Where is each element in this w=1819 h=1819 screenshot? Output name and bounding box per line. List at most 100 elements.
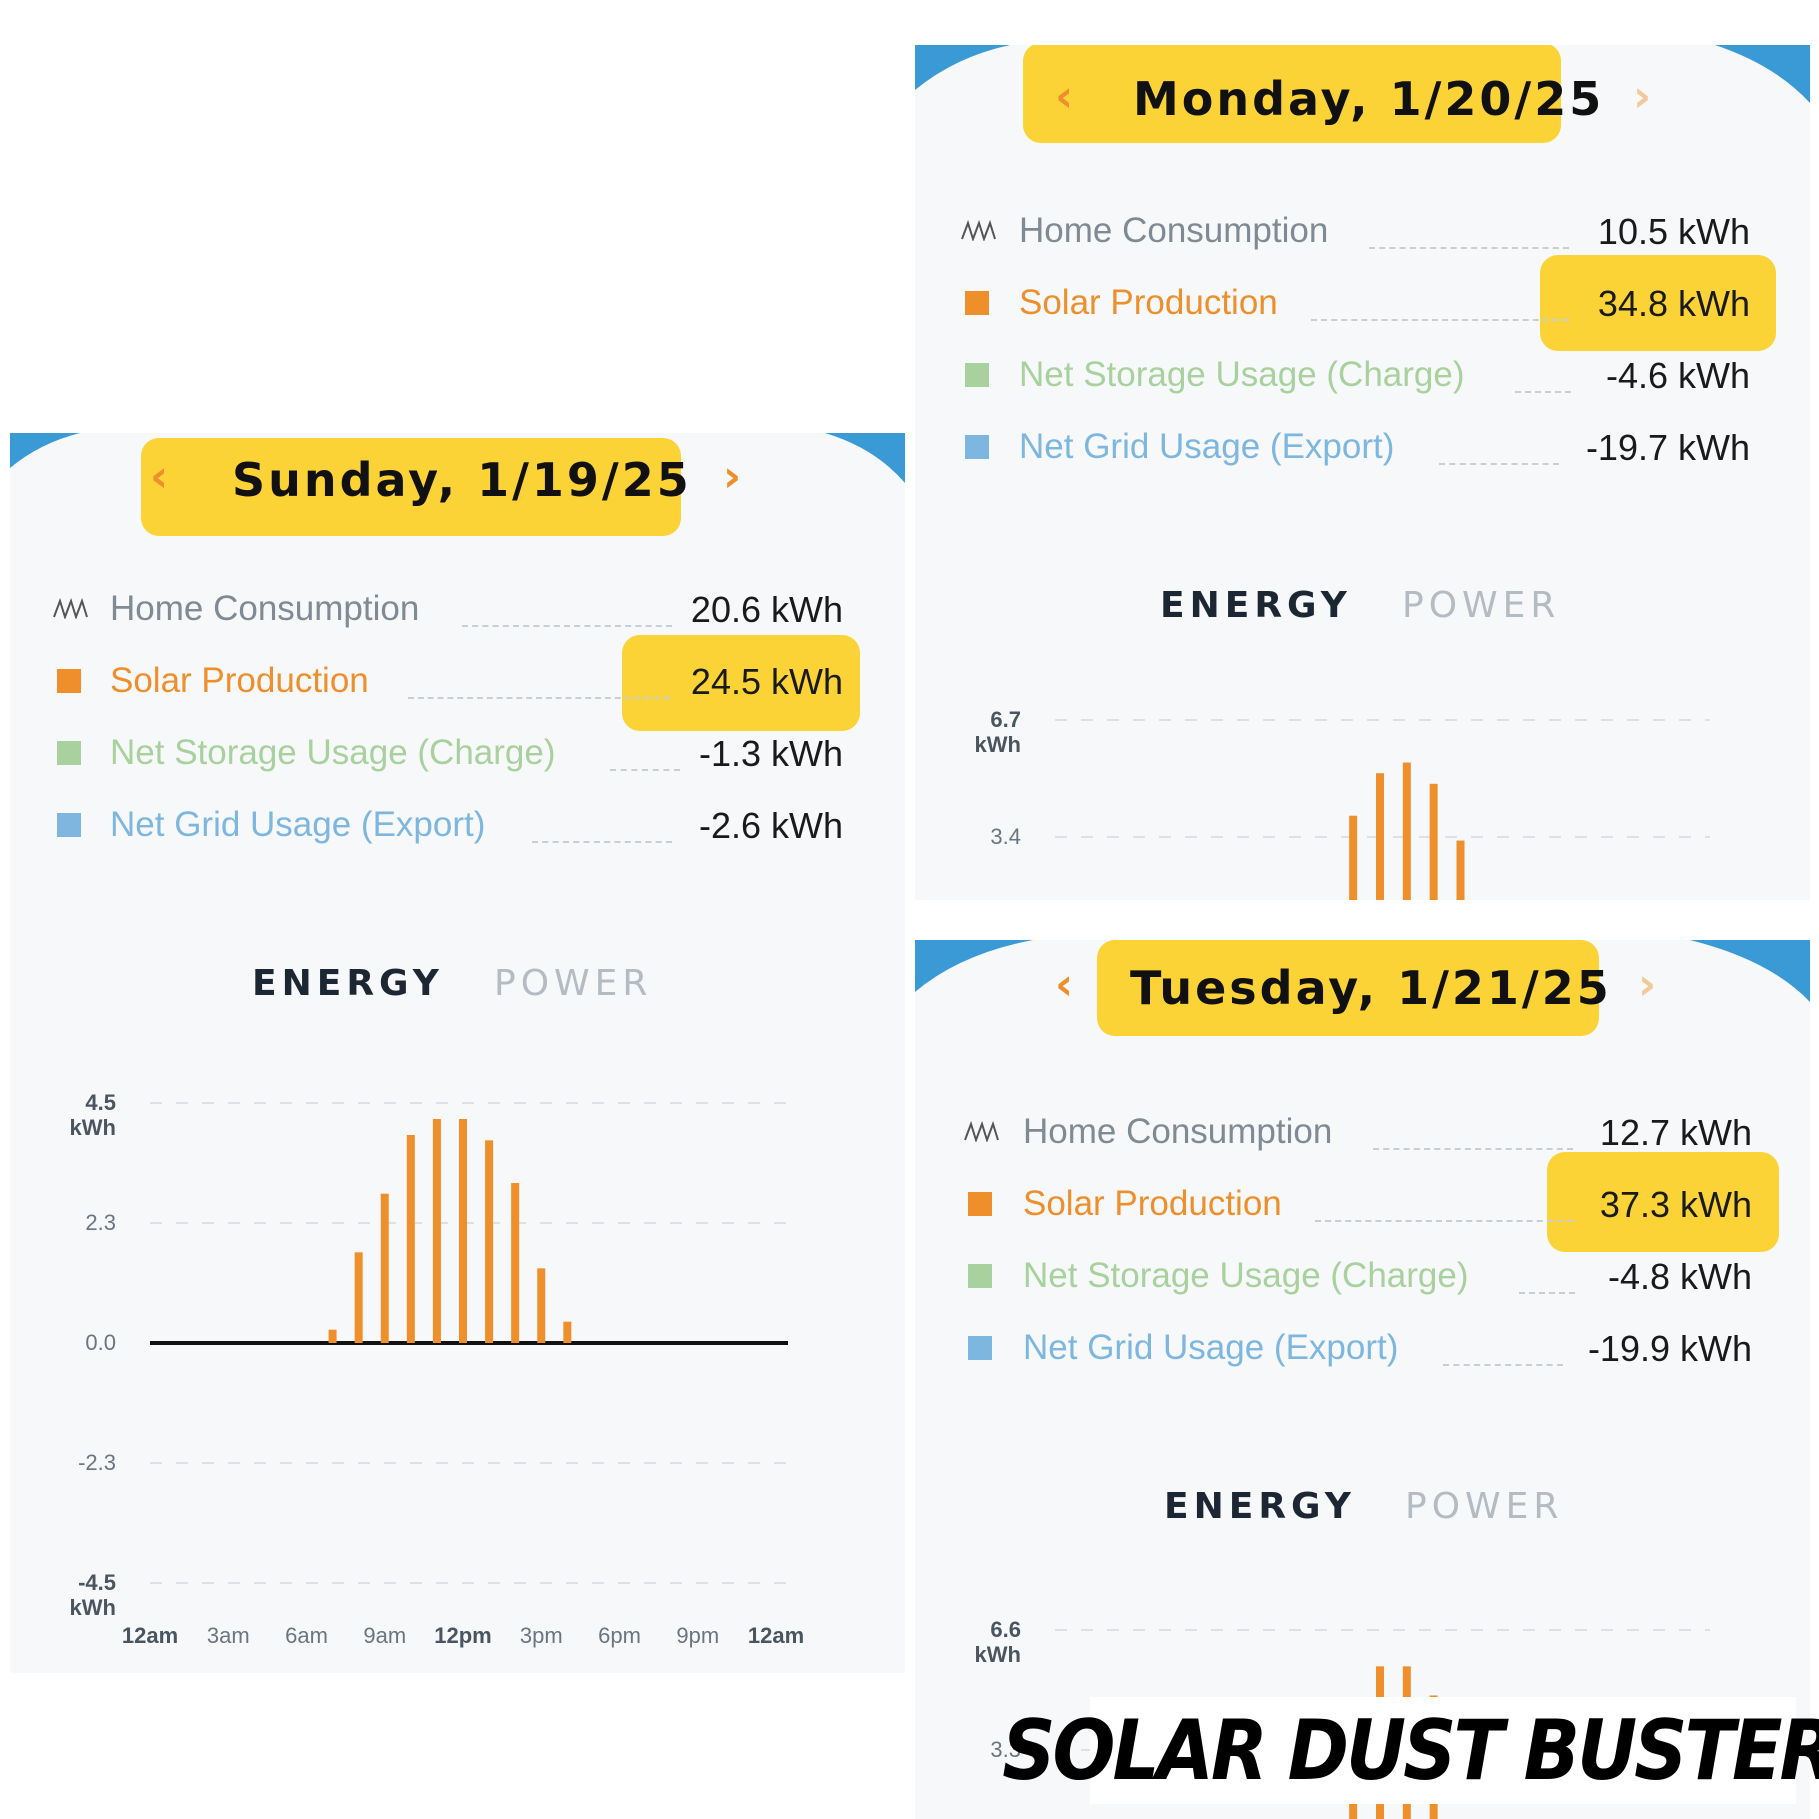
- monday-panel: ‹ Monday, 1/20/25 › Home Consumption 10.…: [915, 45, 1810, 900]
- consumption-wave-icon: [964, 1120, 999, 1142]
- date-highlight: [1023, 45, 1561, 143]
- metric-value: 37.3 kWh: [1599, 1184, 1752, 1225]
- metric-value: 24.5 kWh: [690, 661, 843, 702]
- solar-square-icon: [968, 1192, 992, 1216]
- tuesday-panel: ‹ Tuesday, 1/21/25 › Home Consumption 12…: [915, 940, 1810, 1819]
- metric-value: -19.7 kWh: [1585, 427, 1750, 468]
- metric-label: Net Storage Usage (Charge): [110, 733, 556, 772]
- metric-label: Home Consumption: [1019, 211, 1329, 250]
- prev-day-button[interactable]: ‹: [150, 451, 169, 502]
- tab-energy[interactable]: ENERGY: [1164, 1486, 1356, 1527]
- next-day-button[interactable]: ›: [1633, 71, 1652, 122]
- grid-square-icon: [968, 1336, 992, 1360]
- metric-label: Net Grid Usage (Export): [1023, 1328, 1399, 1367]
- y-tick-label: 2.3: [85, 1210, 116, 1235]
- tab-energy[interactable]: ENERGY: [1160, 585, 1352, 626]
- metric-solar-production: Solar Production 37.3 kWh: [915, 1178, 1810, 1228]
- leader-dots: [1439, 463, 1559, 465]
- energy-bar: [1402, 762, 1411, 900]
- metric-solar-production: Solar Production 24.5 kWh: [10, 655, 905, 705]
- metric-label: Solar Production: [1023, 1184, 1282, 1223]
- y-unit-label: kWh: [975, 1642, 1021, 1667]
- tab-power[interactable]: POWER: [1402, 585, 1561, 626]
- metric-home-consumption: Home Consumption 12.7 kWh: [915, 1106, 1810, 1156]
- metric-value: -4.6 kWh: [1605, 355, 1750, 396]
- y-tick-label: 3.3: [990, 1737, 1021, 1762]
- metric-net-storage: Net Storage Usage (Charge) -4.6 kWh: [915, 349, 1810, 399]
- next-day-button[interactable]: ›: [1638, 959, 1657, 1010]
- metric-label: Net Grid Usage (Export): [1019, 427, 1395, 466]
- metric-label: Home Consumption: [1023, 1112, 1333, 1151]
- value-highlight: [1547, 1152, 1779, 1252]
- y-tick-label: 4.5: [85, 1090, 116, 1115]
- energy-bar: [354, 1252, 363, 1343]
- tab-power[interactable]: POWER: [1405, 1486, 1564, 1527]
- grid-square-icon: [965, 435, 989, 459]
- date-highlight: [1097, 940, 1599, 1036]
- leader-dots: [1369, 247, 1569, 249]
- date-title: Monday, 1/20/25: [1133, 72, 1605, 126]
- metric-value: 20.6 kWh: [690, 589, 843, 630]
- metric-solar-production: Solar Production 34.8 kWh: [915, 277, 1810, 327]
- leader-dots: [1515, 391, 1571, 393]
- x-tick-label: 3am: [207, 1623, 250, 1648]
- y-tick-label: 3.4: [990, 824, 1021, 849]
- grid-square-icon: [57, 813, 81, 837]
- metric-label: Net Storage Usage (Charge): [1019, 355, 1465, 394]
- metric-value: -2.6 kWh: [698, 805, 843, 846]
- energy-bar: [485, 1140, 494, 1343]
- metric-home-consumption: Home Consumption 10.5 kWh: [915, 205, 1810, 255]
- y-unit-label: kWh: [975, 732, 1021, 757]
- metric-value: -1.3 kWh: [698, 733, 843, 774]
- storage-square-icon: [965, 363, 989, 387]
- tab-power[interactable]: POWER: [494, 963, 653, 1004]
- tab-energy[interactable]: ENERGY: [252, 963, 444, 1004]
- leader-dots: [1373, 1148, 1573, 1150]
- x-tick-label: 12pm: [434, 1623, 491, 1648]
- value-highlight: [622, 635, 860, 731]
- leader-dots: [462, 625, 672, 627]
- leader-dots: [1311, 319, 1569, 321]
- next-day-button[interactable]: ›: [723, 451, 742, 502]
- x-tick-label: 6pm: [598, 1623, 641, 1648]
- energy-bar: [511, 1183, 520, 1343]
- brand-text: SOLAR DUST BUSTERS: [1002, 1702, 1819, 1799]
- y-unit-label: kWh: [70, 1115, 116, 1140]
- energy-bar: [563, 1321, 572, 1343]
- metric-value: 34.8 kWh: [1597, 283, 1750, 324]
- storage-square-icon: [968, 1264, 992, 1288]
- metric-value: 12.7 kWh: [1599, 1112, 1752, 1153]
- x-tick-label: 3pm: [520, 1623, 563, 1648]
- metric-value: 10.5 kWh: [1597, 211, 1750, 252]
- x-tick-label: 9am: [363, 1623, 406, 1648]
- metric-label: Home Consumption: [110, 589, 420, 628]
- x-tick-label: 12am: [748, 1623, 804, 1648]
- metric-net-grid: Net Grid Usage (Export) -19.7 kWh: [915, 421, 1810, 471]
- prev-day-button[interactable]: ‹: [1055, 959, 1074, 1010]
- energy-bar: [1456, 840, 1465, 900]
- leader-dots: [408, 697, 670, 699]
- consumption-wave-icon: [961, 219, 996, 241]
- energy-bar: [1429, 783, 1438, 900]
- y-unit-label: kWh: [70, 1595, 116, 1620]
- energy-bar: [537, 1268, 546, 1343]
- energy-bar: [432, 1119, 441, 1343]
- y-tick-label: 6.7: [990, 707, 1021, 732]
- leader-dots: [1519, 1292, 1575, 1294]
- date-highlight: [141, 438, 681, 536]
- metric-label: Net Grid Usage (Export): [110, 805, 486, 844]
- metric-value: -4.8 kWh: [1607, 1256, 1752, 1297]
- metric-label: Solar Production: [110, 661, 369, 700]
- energy-bar: [328, 1329, 337, 1343]
- y-tick-label: -4.5: [78, 1570, 116, 1595]
- storage-square-icon: [57, 741, 81, 765]
- x-tick-label: 9pm: [676, 1623, 719, 1648]
- leader-dots: [610, 769, 680, 771]
- metric-net-grid: Net Grid Usage (Export) -19.9 kWh: [915, 1322, 1810, 1372]
- energy-bar: [1349, 815, 1358, 900]
- metric-net-storage: Net Storage Usage (Charge) -1.3 kWh: [10, 727, 905, 777]
- sunday-panel: ‹ Sunday, 1/19/25 › Home Consumption 20.…: [10, 433, 905, 1673]
- prev-day-button[interactable]: ‹: [1055, 71, 1074, 122]
- metric-label: Net Storage Usage (Charge): [1023, 1256, 1469, 1295]
- y-tick-label: -2.3: [78, 1450, 116, 1475]
